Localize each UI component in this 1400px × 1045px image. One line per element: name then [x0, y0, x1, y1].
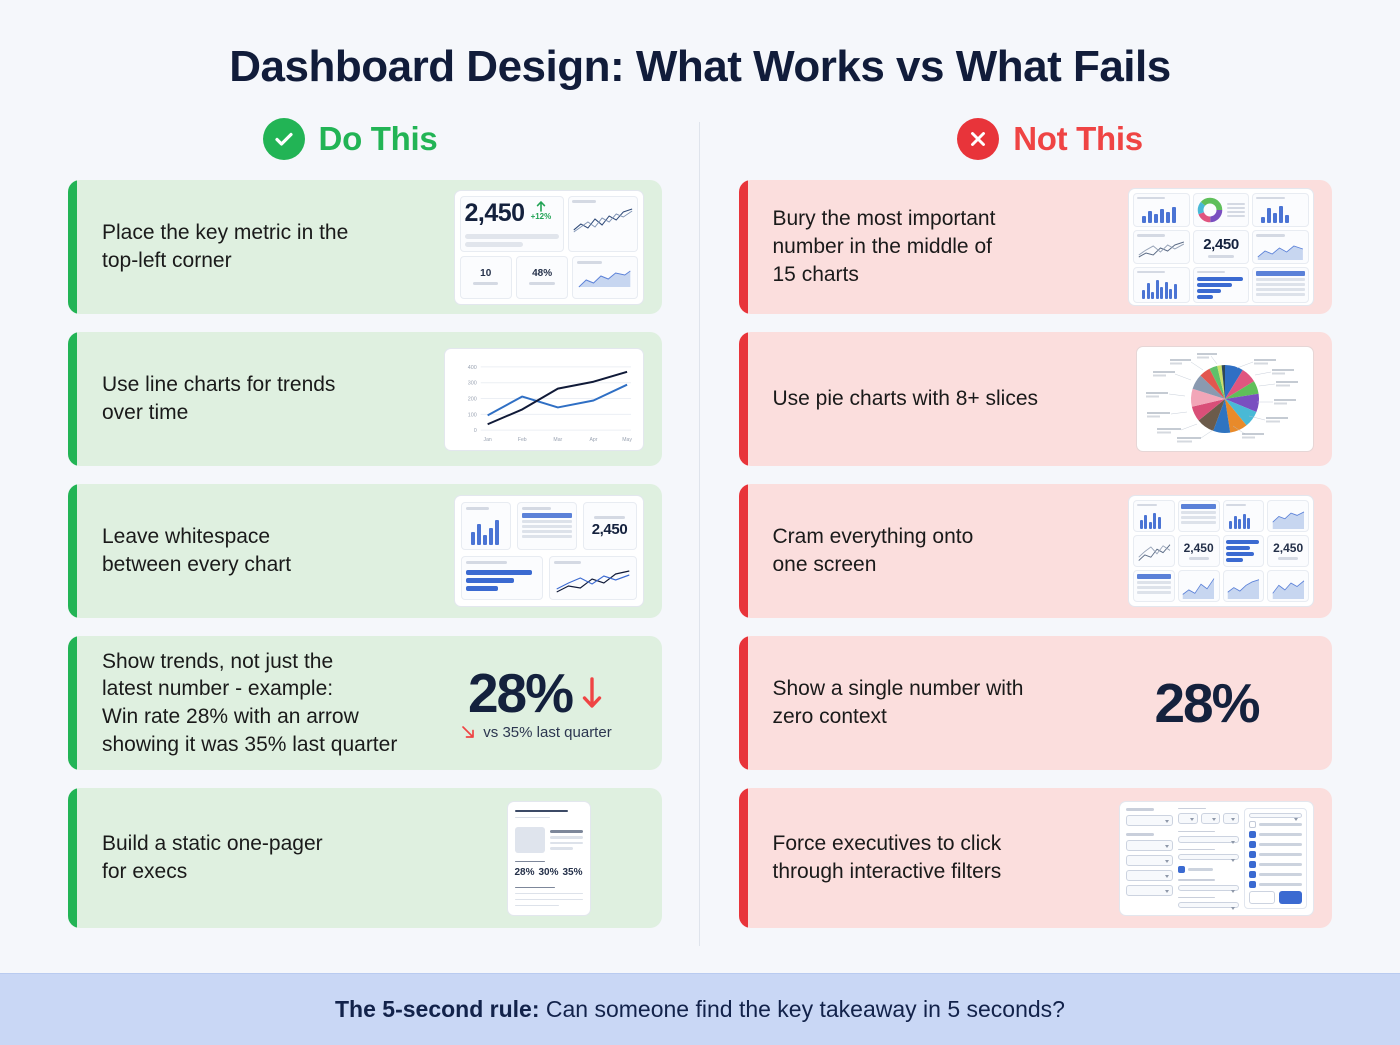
good-card-3-text: Leave whitespace between every chart	[102, 525, 292, 576]
bad-card-1: Bury the most important number in the mi…	[738, 180, 1332, 314]
kpi-value: 2,450	[464, 198, 526, 227]
trend-stat-value: 28%	[467, 661, 574, 724]
svg-text:400: 400	[467, 364, 476, 370]
good-card-2: Use line charts for trends over time	[68, 332, 662, 466]
good-card-5-text: Build a static one-pager for execs	[102, 832, 323, 883]
svg-text:Apr: Apr	[589, 437, 597, 443]
good-card-5: Build a static one-pager for execs	[68, 788, 662, 928]
dense-grid-mock: 2,450 2,450	[1128, 495, 1314, 607]
svg-text:300: 300	[467, 380, 476, 386]
kpi-stat-b: 48%	[532, 268, 553, 280]
bad-card-4: Show a single number with zero context 2…	[738, 636, 1332, 770]
bad-card-2-text: Use pie charts with 8+ slices	[772, 387, 1039, 411]
bad-card-2: Use pie charts with 8+ slices	[738, 332, 1332, 466]
dense-kpi-value-b: 2,450	[1273, 541, 1304, 555]
page-title: Dashboard Design: What Works vs What Fai…	[229, 42, 1171, 91]
bad-card-5: Force executives to click through intera…	[738, 788, 1332, 928]
filter-apply-button[interactable]	[1278, 890, 1302, 904]
bad-column: Bury the most important number in the mi…	[694, 180, 1332, 928]
svg-text:200: 200	[467, 396, 476, 402]
area-sparkline	[578, 270, 631, 288]
kpi-delta: +12%	[530, 211, 552, 221]
one-pager-mock: 28% 30% 35%	[454, 800, 644, 916]
crowded-kpi-value: 2,450	[1203, 235, 1239, 253]
kpi-stat-a: 10	[480, 268, 492, 280]
spaced-kpi-value: 2,450	[591, 520, 628, 538]
check-circle-icon	[262, 118, 305, 160]
good-card-1-text: Place the key metric in the top-left cor…	[102, 221, 349, 272]
bad-card-3: Cram everything onto one screen	[738, 484, 1332, 618]
bare-stat-value: 28%	[1154, 671, 1260, 734]
bad-card-1-text: Bury the most important number in the mi…	[772, 207, 996, 286]
kpi-dashboard-mock: 2,450 +12%	[453, 189, 644, 305]
crowded-grid-mock: 2,450	[1128, 188, 1314, 306]
x-circle-icon	[957, 118, 1000, 160]
column-header-good: Do This	[0, 118, 700, 160]
good-card-4: Show trends, not just the latest number …	[68, 636, 662, 770]
footer-bold: The 5-second rule:	[335, 996, 540, 1022]
column-divider	[699, 122, 700, 946]
column-label-good: Do This	[318, 120, 438, 157]
svg-text:Jan: Jan	[483, 437, 491, 443]
svg-text:Mar: Mar	[553, 437, 562, 443]
good-card-1: Place the key metric in the top-left cor…	[68, 180, 662, 314]
one-pager-stat-1: 28%	[514, 867, 535, 879]
column-label-bad: Not This	[1013, 120, 1143, 157]
footer-rest: Can someone find the key takeaway in 5 s…	[539, 996, 1065, 1022]
one-pager-stat-3: 35%	[562, 867, 583, 879]
column-headers: Do This Not This	[0, 118, 1400, 160]
one-pager-stat-2: 30%	[538, 867, 559, 879]
pie-chart-mock	[1136, 346, 1314, 452]
bad-card-3-text: Cram everything onto one screen	[772, 525, 974, 576]
svg-text:May: May	[622, 437, 632, 443]
column-header-bad: Not This	[700, 118, 1400, 160]
spaced-dashboard-mock: 2,450	[453, 495, 644, 607]
svg-text:0: 0	[473, 428, 476, 434]
good-column: Place the key metric in the top-left cor…	[68, 180, 694, 928]
footer-text: The 5-second rule: Can someone find the …	[335, 996, 1065, 1023]
stat-with-trend: 28% vs 35% last quarter	[429, 661, 644, 741]
good-card-3: Leave whitespace between every chart	[68, 484, 662, 618]
good-card-2-text: Use line charts for trends over time	[102, 373, 336, 424]
bare-stat: 28%	[1099, 671, 1314, 734]
filter-cancel-button[interactable]	[1249, 890, 1275, 904]
sparkline-chart	[573, 207, 632, 232]
arrow-down-icon	[582, 677, 602, 708]
donut-chart-icon	[1197, 197, 1222, 223]
arrow-down-right-icon	[462, 725, 475, 738]
svg-text:Feb: Feb	[517, 437, 526, 443]
cards-area: Place the key metric in the top-left cor…	[0, 180, 1400, 928]
dense-kpi-value-a: 2,450	[1183, 541, 1214, 555]
svg-text:100: 100	[467, 412, 476, 418]
multi-slice-pie-chart	[1146, 353, 1298, 443]
trend-line-chart: 400 300 200 100 0 Jan Feb Mar Apr	[467, 364, 632, 443]
one-pager-stats: 28% 30% 35%	[515, 868, 583, 878]
filter-panel-mock	[1119, 800, 1314, 916]
trend-stat-context: vs 35% last quarter	[483, 723, 612, 741]
good-card-4-text: Show trends, not just the latest number …	[102, 649, 398, 756]
bad-card-5-text: Force executives to click through intera…	[772, 832, 1002, 883]
arrow-up-icon	[536, 201, 546, 212]
line-chart-mock: 400 300 200 100 0 Jan Feb Mar Apr	[443, 347, 644, 451]
dual-sparkline	[555, 570, 629, 593]
footer-banner: The 5-second rule: Can someone find the …	[0, 973, 1400, 1045]
bad-card-4-text: Show a single number with zero context	[772, 677, 1024, 728]
